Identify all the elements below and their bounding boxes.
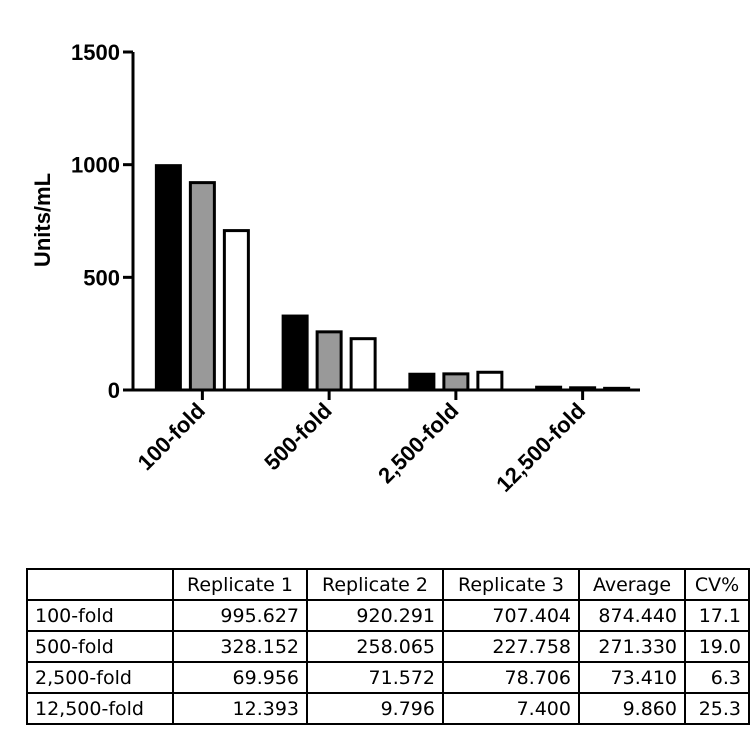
y-tick-label: 1500 (71, 40, 120, 65)
table-cell-replicate-3: 227.758 (442, 630, 580, 663)
table-cell-replicate-1: 328.152 (172, 630, 308, 663)
bar-100-fold-replicate-3 (222, 229, 250, 392)
table-cell-cv: 17.1 (684, 599, 750, 632)
bar-500-fold-replicate-3 (349, 337, 377, 392)
table-cell-cv: 25.3 (684, 692, 750, 725)
table-header-row: Replicate 1 Replicate 2 Replicate 3 Aver… (26, 568, 750, 601)
x-axis: 100-fold 500-fold 2,500-fold 12,500-fold (132, 388, 640, 497)
table-cell-replicate-3: 7.400 (442, 692, 580, 725)
table-header-replicate-2: Replicate 2 (306, 568, 444, 601)
table-row: 2,500-fold 69.956 71.572 78.706 73.410 6… (26, 661, 750, 694)
bar-100-fold-replicate-2 (188, 181, 216, 392)
bar-2-500-fold-replicate-2 (442, 372, 470, 392)
table-header-blank (26, 568, 174, 601)
table-cell-cv: 19.0 (684, 630, 750, 663)
table-header-replicate-3: Replicate 3 (442, 568, 580, 601)
bars (154, 164, 631, 392)
x-tick-label: 100-fold (133, 398, 210, 475)
y-axis-label: Units/mL (30, 173, 55, 267)
bar-2-500-fold-replicate-1 (408, 372, 436, 392)
table-cell-replicate-1: 69.956 (172, 661, 308, 694)
bar-2-500-fold-replicate-3 (476, 370, 504, 392)
table-cell-replicate-2: 920.291 (306, 599, 444, 632)
table-cell-dilution: 2,500-fold (26, 661, 174, 694)
y-axis: 0 500 1000 1500 (71, 40, 135, 403)
x-tick-label: 12,500-fold (491, 398, 590, 497)
table-header-replicate-1: Replicate 1 (172, 568, 308, 601)
table-cell-replicate-1: 12.393 (172, 692, 308, 725)
table-header-average: Average (578, 568, 686, 601)
bar-500-fold-replicate-2 (315, 330, 343, 392)
data-table: Replicate 1 Replicate 2 Replicate 3 Aver… (26, 568, 750, 725)
y-tick-label: 1000 (71, 153, 120, 178)
y-tick-label: 0 (108, 378, 120, 403)
x-tick-label: 2,500-fold (373, 398, 463, 488)
table-cell-replicate-1: 995.627 (172, 599, 308, 632)
bar-100-fold-replicate-1 (154, 164, 182, 392)
table-cell-replicate-3: 707.404 (442, 599, 580, 632)
table-cell-average: 271.330 (578, 630, 686, 663)
table-header-cv: CV% (684, 568, 750, 601)
y-tick-label: 500 (83, 265, 120, 290)
table-cell-average: 9.860 (578, 692, 686, 725)
bar-500-fold-replicate-1 (281, 314, 309, 392)
x-tick-label: 500-fold (259, 398, 336, 475)
table-cell-cv: 6.3 (684, 661, 750, 694)
table-cell-replicate-3: 78.706 (442, 661, 580, 694)
table-cell-average: 73.410 (578, 661, 686, 694)
table-cell-dilution: 100-fold (26, 599, 174, 632)
table-row: 500-fold 328.152 258.065 227.758 271.330… (26, 630, 750, 663)
table-cell-replicate-2: 9.796 (306, 692, 444, 725)
table-cell-average: 874.440 (578, 599, 686, 632)
table-row: 12,500-fold 12.393 9.796 7.400 9.860 25.… (26, 692, 750, 725)
table-cell-replicate-2: 71.572 (306, 661, 444, 694)
table-cell-dilution: 12,500-fold (26, 692, 174, 725)
table-cell-replicate-2: 258.065 (306, 630, 444, 663)
table-cell-dilution: 500-fold (26, 630, 174, 663)
table-row: 100-fold 995.627 920.291 707.404 874.440… (26, 599, 750, 632)
